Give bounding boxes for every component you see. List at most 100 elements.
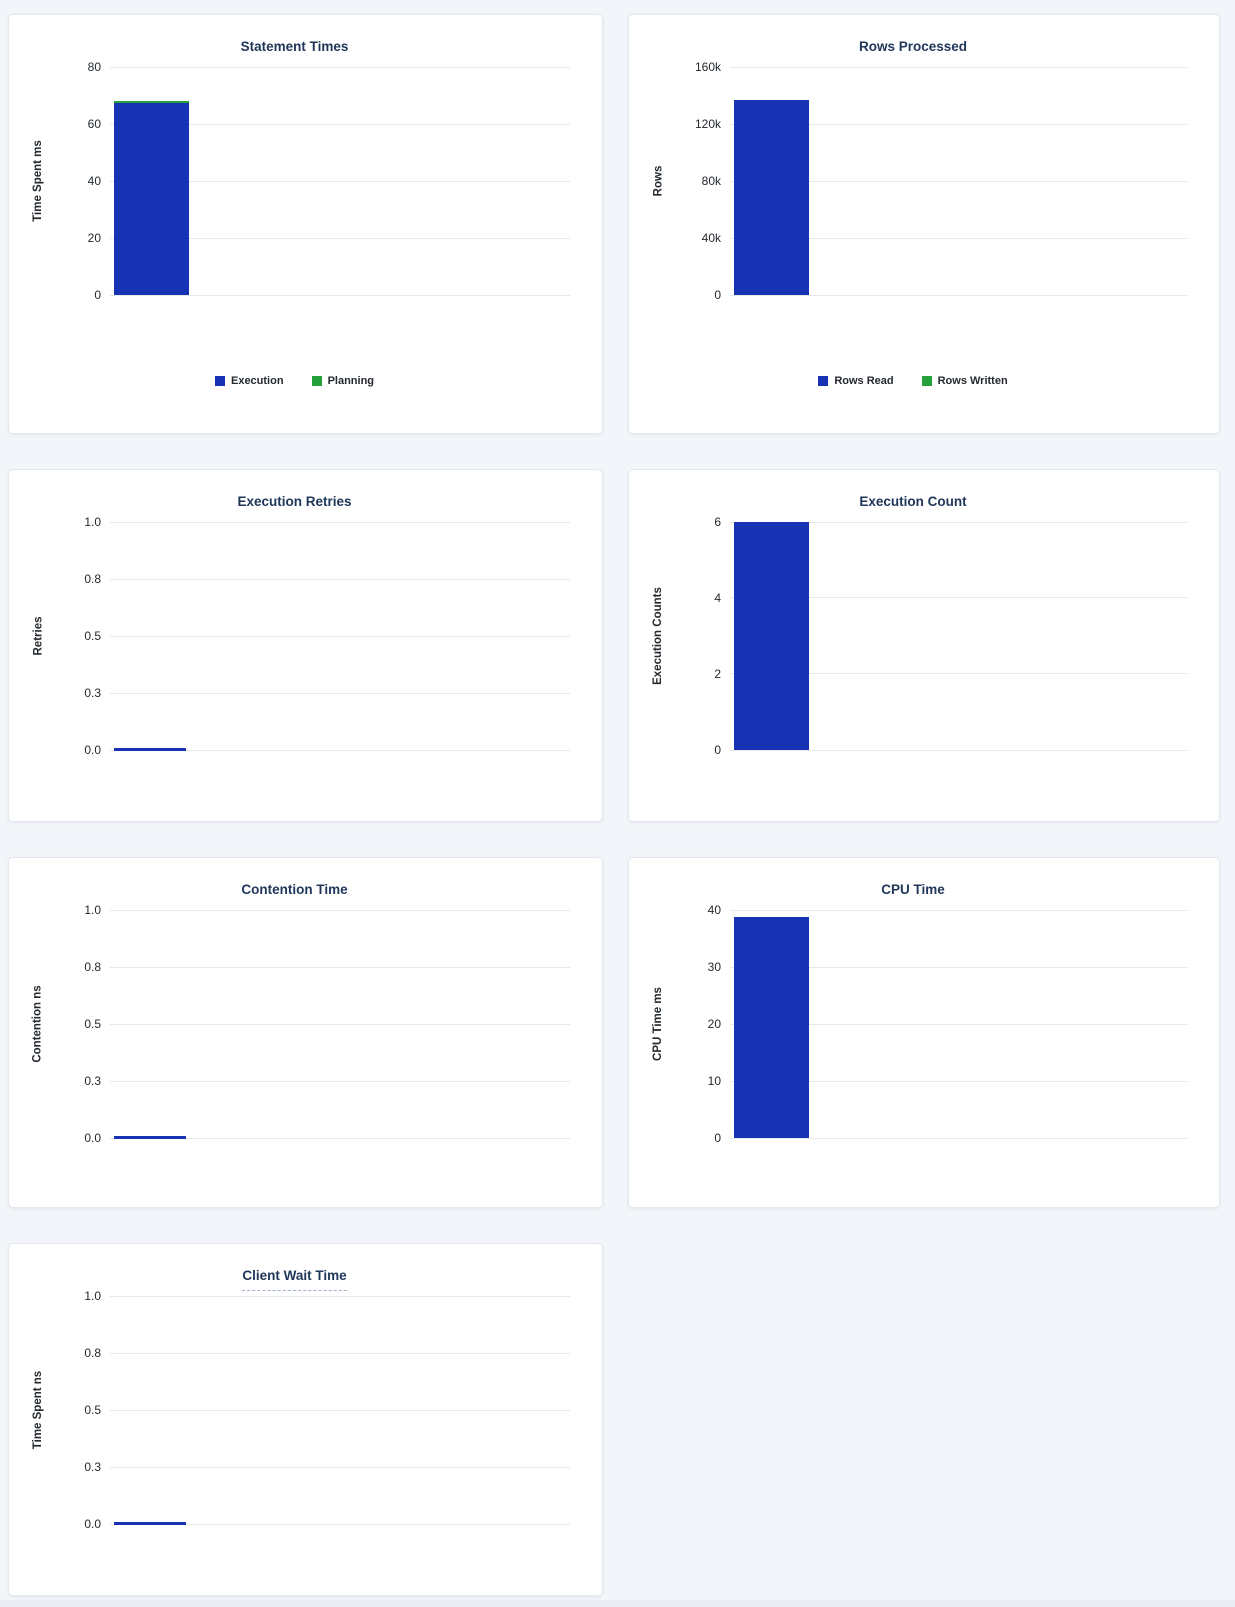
y-tick-label: 0.3 [84, 686, 101, 700]
gridline [730, 909, 1187, 911]
gridline [730, 1137, 1187, 1139]
legend-swatch-icon [311, 376, 322, 386]
plot-area-execution-count [730, 521, 1187, 751]
gridline [110, 1352, 570, 1354]
gridline [730, 597, 1187, 599]
legend-swatch-icon [214, 376, 225, 386]
y-tick-label: 40 [707, 903, 721, 917]
y-axis-ticks: 80 60 40 20 0 [57, 60, 101, 302]
chart-card-contention-time: Contention Time Contention ns 1.0 0.8 0.5 0.3… [8, 857, 603, 1208]
gridline [110, 692, 570, 694]
y-tick-label: 0 [714, 743, 721, 757]
gridline [110, 1523, 570, 1525]
y-tick-label: 1.0 [84, 903, 101, 917]
chart-title-row-execution-count: Execution Count [639, 492, 1187, 512]
bar-planning [114, 101, 189, 104]
page-bottom-divider [0, 1600, 1235, 1607]
gridline [730, 673, 1187, 675]
y-axis-label-wrap: Time Spent ms [19, 67, 57, 295]
gridline [110, 1080, 570, 1082]
chart-title-statement-times: Statement Times [240, 39, 349, 54]
chart-title-row-contention-time: Contention Time [19, 880, 570, 900]
chart-title-row-statement-times: Statement Times [19, 37, 570, 57]
chart-card-execution-retries: Execution Retries Retries 1.0 0.8 0.5 0.3 0.0 [8, 469, 603, 822]
gridline [110, 1137, 570, 1139]
y-tick-label: 0.8 [84, 1346, 101, 1360]
y-tick-label: 160k [694, 60, 721, 74]
plot-area-contention-time [110, 909, 570, 1139]
plot-area-client-wait-time [110, 1295, 570, 1525]
gridline [730, 1023, 1187, 1025]
y-tick-label: 80k [701, 174, 721, 188]
y-tick-label: 0.8 [84, 960, 101, 974]
y-tick-label: 60 [87, 117, 101, 131]
chart-title-contention-time: Contention Time [241, 882, 348, 897]
gridline [110, 966, 570, 968]
y-tick-label: 0 [714, 1131, 721, 1145]
gridline [110, 294, 570, 296]
y-tick-label: 6 [714, 515, 721, 529]
y-axis-label: Retries [32, 616, 44, 656]
gridline [110, 749, 570, 751]
gridline [730, 749, 1187, 751]
gridline [110, 180, 570, 182]
gridline [730, 237, 1187, 239]
chart-area-statement-times: Time Spent ms 80 60 40 20 0 [19, 60, 570, 302]
gridline [110, 1295, 570, 1297]
chart-title-row-cpu-time: CPU Time [639, 880, 1187, 900]
y-tick-label: 1.0 [84, 1289, 101, 1303]
plot-area-statement-times [110, 66, 570, 296]
gridline [730, 1080, 1187, 1082]
y-axis-label: Rows [651, 165, 664, 197]
chart-title-execution-count: Execution Count [859, 494, 967, 509]
y-tick-label: 0.8 [84, 572, 101, 586]
y-tick-label: 30 [707, 960, 721, 974]
y-axis-ticks: 1.0 0.8 0.5 0.3 0.0 [57, 515, 101, 757]
y-axis-label: Execution Counts [652, 587, 665, 685]
gridline [730, 66, 1187, 68]
gridline [110, 66, 570, 68]
chart-area-contention-time: Contention ns 1.0 0.8 0.5 0.3 0.0 [19, 903, 570, 1145]
bar-cpu-time [734, 916, 809, 1138]
chart-title-client-wait-time[interactable]: Client Wait Time [242, 1266, 347, 1291]
gridline [730, 180, 1187, 182]
y-tick-label: 10 [707, 1074, 721, 1088]
y-tick-label: 0.3 [84, 1074, 101, 1088]
legend-label: Rows Written [937, 375, 1008, 387]
y-axis-ticks: 6 4 2 0 [677, 515, 721, 757]
chart-legend-statement-times: Execution Planning [19, 375, 570, 387]
legend-item-rows-read: Rows Read [818, 375, 894, 387]
y-axis-label-wrap: Time Spent ns [19, 1296, 57, 1524]
y-axis-label-wrap: Contention ns [19, 910, 57, 1138]
plot-area-execution-retries [110, 521, 570, 751]
gridline [110, 578, 570, 580]
gridline [110, 237, 570, 239]
chart-title-row-execution-retries: Execution Retries [19, 492, 570, 512]
y-tick-label: 1.0 [84, 515, 101, 529]
chart-area-execution-retries: Retries 1.0 0.8 0.5 0.3 0.0 [19, 515, 570, 757]
chart-title-cpu-time: CPU Time [881, 882, 945, 897]
chart-area-execution-count: Execution Counts 6 4 2 0 [639, 515, 1187, 757]
y-tick-label: 20 [707, 1017, 721, 1031]
chart-card-cpu-time: CPU Time CPU Time ms 40 30 20 10 0 [628, 857, 1220, 1208]
legend-swatch-icon [818, 376, 829, 386]
legend-item-rows-written: Rows Written [921, 375, 1008, 387]
plot-area-rows-processed [730, 66, 1187, 296]
y-tick-label: 0.0 [84, 1131, 101, 1145]
zero-value-bar [114, 1522, 186, 1525]
gridline [110, 1023, 570, 1025]
y-tick-label: 2 [714, 666, 721, 681]
y-tick-label: 0.0 [84, 743, 101, 757]
gridline [110, 521, 570, 523]
y-axis-label: Time Spent ns [32, 1370, 45, 1450]
gridline [730, 123, 1187, 125]
legend-swatch-icon [921, 376, 932, 386]
y-axis-label: CPU Time ms [652, 987, 664, 1061]
bar-execution [114, 103, 189, 295]
gridline [110, 635, 570, 637]
gridline [730, 521, 1187, 523]
legend-label: Planning [327, 375, 375, 387]
y-tick-label: 40 [87, 174, 101, 188]
chart-title-row-rows-processed: Rows Processed [639, 37, 1187, 57]
bar-rows-read [734, 99, 809, 295]
